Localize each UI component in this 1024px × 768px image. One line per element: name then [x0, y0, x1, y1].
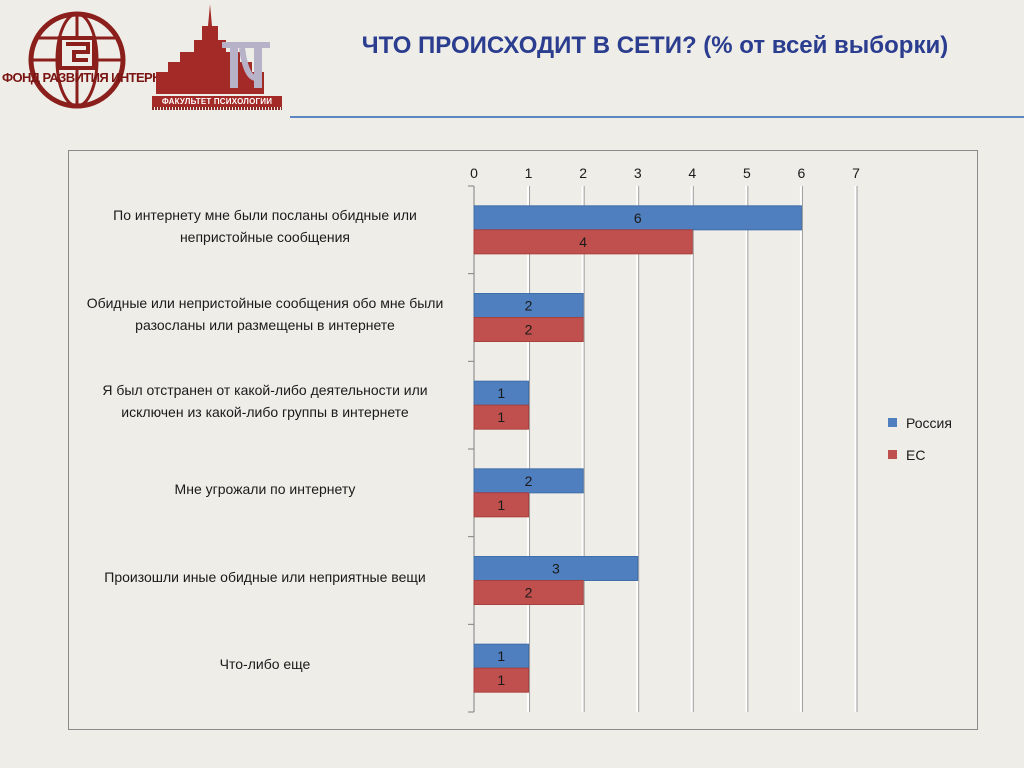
category-label: По интернету мне были посланы обидные ил… — [113, 206, 417, 245]
header-logos: ФОНД РАЗВИТИЯ ИНТЕРНЕТ ФАКУЛЬТЕТ ПСИХОЛО… — [0, 0, 300, 118]
bar-eu — [473, 580, 584, 605]
x-tick-label: 6 — [798, 165, 806, 181]
fund-logo-text: ФОНД РАЗВИТИЯ ИНТЕРНЕТ — [2, 70, 177, 85]
bar-eu — [473, 317, 584, 342]
category-label: Я был отстранен от какой-либо деятельнос… — [102, 382, 428, 421]
data-label-eu: 2 — [525, 585, 533, 601]
data-label-eu: 1 — [497, 409, 505, 425]
bar-eu — [473, 404, 530, 430]
data-label-eu: 4 — [579, 234, 587, 250]
bar-russia — [473, 556, 639, 581]
x-tick-label: 0 — [470, 165, 478, 181]
bar-russia — [473, 205, 802, 231]
legend-swatch-eu — [888, 450, 897, 459]
faculty-logo-building-icon — [156, 4, 270, 94]
fund-logo-globe-icon — [28, 11, 126, 109]
bar-russia — [473, 643, 530, 669]
data-label-russia: 6 — [634, 210, 642, 226]
x-tick-label: 1 — [525, 165, 533, 181]
legend-swatch-russia — [888, 418, 897, 427]
x-tick-label: 7 — [852, 165, 860, 181]
legend-label-eu: ЕС — [906, 447, 926, 463]
data-label-eu: 2 — [525, 322, 533, 338]
x-tick-label: 2 — [579, 165, 587, 181]
data-label-eu: 1 — [497, 497, 505, 513]
bar-eu — [473, 492, 530, 518]
x-tick-label: 4 — [688, 165, 696, 181]
data-label-eu: 1 — [497, 672, 505, 688]
bar-russia — [473, 468, 584, 494]
legend-label-russia: Россия — [906, 415, 952, 431]
category-label: Обидные или непристойные сообщения обо м… — [86, 294, 444, 333]
faculty-logo-subline — [152, 107, 282, 110]
data-label-russia: 2 — [525, 298, 533, 314]
category-label: Что-либо еще — [219, 656, 311, 673]
category-label: Мне угрожали по интернету — [174, 480, 356, 497]
x-tick-label: 5 — [743, 165, 751, 181]
data-label-russia: 1 — [497, 385, 505, 401]
slide-title: ЧТО ПРОИСХОДИТ В СЕТИ? (% от всей выборк… — [361, 32, 949, 59]
bar-russia — [473, 293, 584, 318]
bar-eu — [473, 229, 693, 255]
x-tick-label: 3 — [634, 165, 642, 181]
category-label: Произошли иные обидные или неприятные ве… — [104, 568, 426, 585]
bar-eu — [473, 667, 530, 693]
faculty-logo-text: ФАКУЛЬТЕТ ПСИХОЛОГИИ — [152, 96, 282, 107]
title-divider — [290, 116, 1024, 118]
data-label-russia: 1 — [497, 648, 505, 664]
data-label-russia: 3 — [552, 561, 560, 577]
data-label-russia: 2 — [525, 473, 533, 489]
bar-russia — [473, 380, 530, 406]
